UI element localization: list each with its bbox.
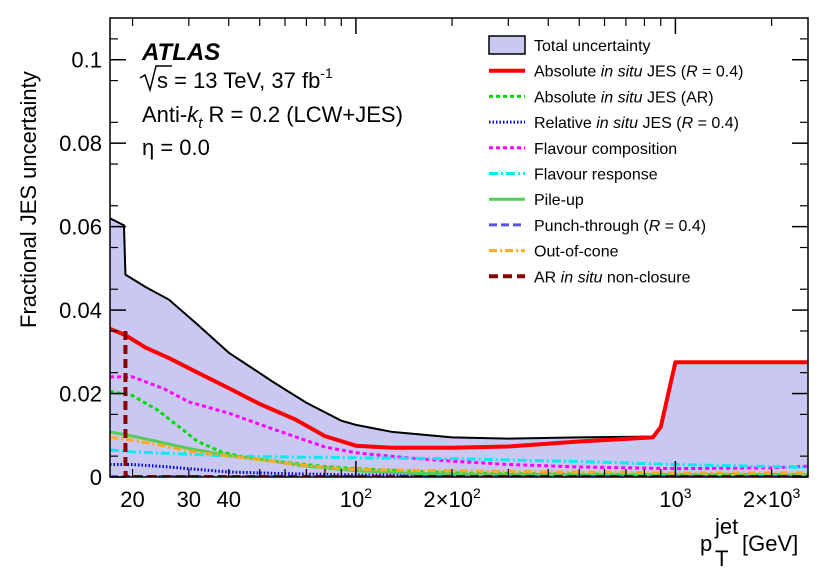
legend-swatch-total xyxy=(488,35,526,55)
x-tick-label: 30 xyxy=(177,487,201,512)
legend-label-2: Absolute in situ JES (AR) xyxy=(534,89,714,106)
x-axis-title-sup: jet xyxy=(714,514,738,539)
y-tick-label: 0.02 xyxy=(59,382,102,407)
algorithm-label: Anti-kt R = 0.2 (LCW+JES) xyxy=(142,102,403,132)
legend-label-7: Punch-through (R = 0.4) xyxy=(534,218,706,235)
legend-label-1: Absolute in situ JES (R = 0.4) xyxy=(534,64,743,81)
x-tick-label: 20 xyxy=(120,487,144,512)
series-layer xyxy=(110,217,808,477)
x-tick-label: 2×103 xyxy=(743,485,801,512)
atlas-label: ATLAS xyxy=(141,39,220,66)
x-tick-label: 2×102 xyxy=(423,485,481,512)
y-tick-label: 0.1 xyxy=(71,48,102,73)
x-tick-label: 40 xyxy=(216,487,240,512)
legend: Total uncertainty Absolute in situ JES (R… xyxy=(488,35,743,286)
series-line-4 xyxy=(110,375,808,471)
y-axis-title: Fractional JES uncertainty xyxy=(16,71,41,328)
legend-label-9: AR in situ non-closure xyxy=(534,269,691,286)
series-line-2 xyxy=(110,389,808,476)
y-tick-label: 0.08 xyxy=(59,131,102,156)
eta-label: η = 0.0 xyxy=(142,135,210,160)
x-axis-title-unit: [GeV] xyxy=(742,531,798,556)
x-axis-title-p: p xyxy=(700,531,712,556)
legend-label-3: Relative in situ JES (R = 0.4) xyxy=(534,115,739,132)
y-tick-label: 0.04 xyxy=(59,298,102,323)
series-line-1 xyxy=(110,327,808,450)
axes-layer: 0 0.02 0.04 0.06 0.08 0.1 20 30 40 102 2×102 103 2×1… xyxy=(16,18,808,571)
sqrt-icon xyxy=(139,65,172,93)
legend-label-0: Total uncertainty xyxy=(534,38,651,55)
series-line-6 xyxy=(110,430,808,477)
legend-label-5: Flavour response xyxy=(534,167,658,184)
legend-label-4: Flavour composition xyxy=(534,141,677,158)
series-total-band xyxy=(110,218,808,477)
x-axis-title-sub: T xyxy=(715,546,728,571)
energy-label: s = 13 TeV, 37 fb-1 xyxy=(157,65,333,93)
series-line-9 xyxy=(123,330,808,477)
x-tick-label: 103 xyxy=(659,485,691,512)
x-tick-label: 102 xyxy=(340,485,372,512)
y-tick-label: 0 xyxy=(90,465,102,490)
y-tick-label: 0.06 xyxy=(59,215,102,240)
legend-label-6: Pile-up xyxy=(534,192,584,209)
legend-label-8: Out-of-cone xyxy=(534,244,619,261)
